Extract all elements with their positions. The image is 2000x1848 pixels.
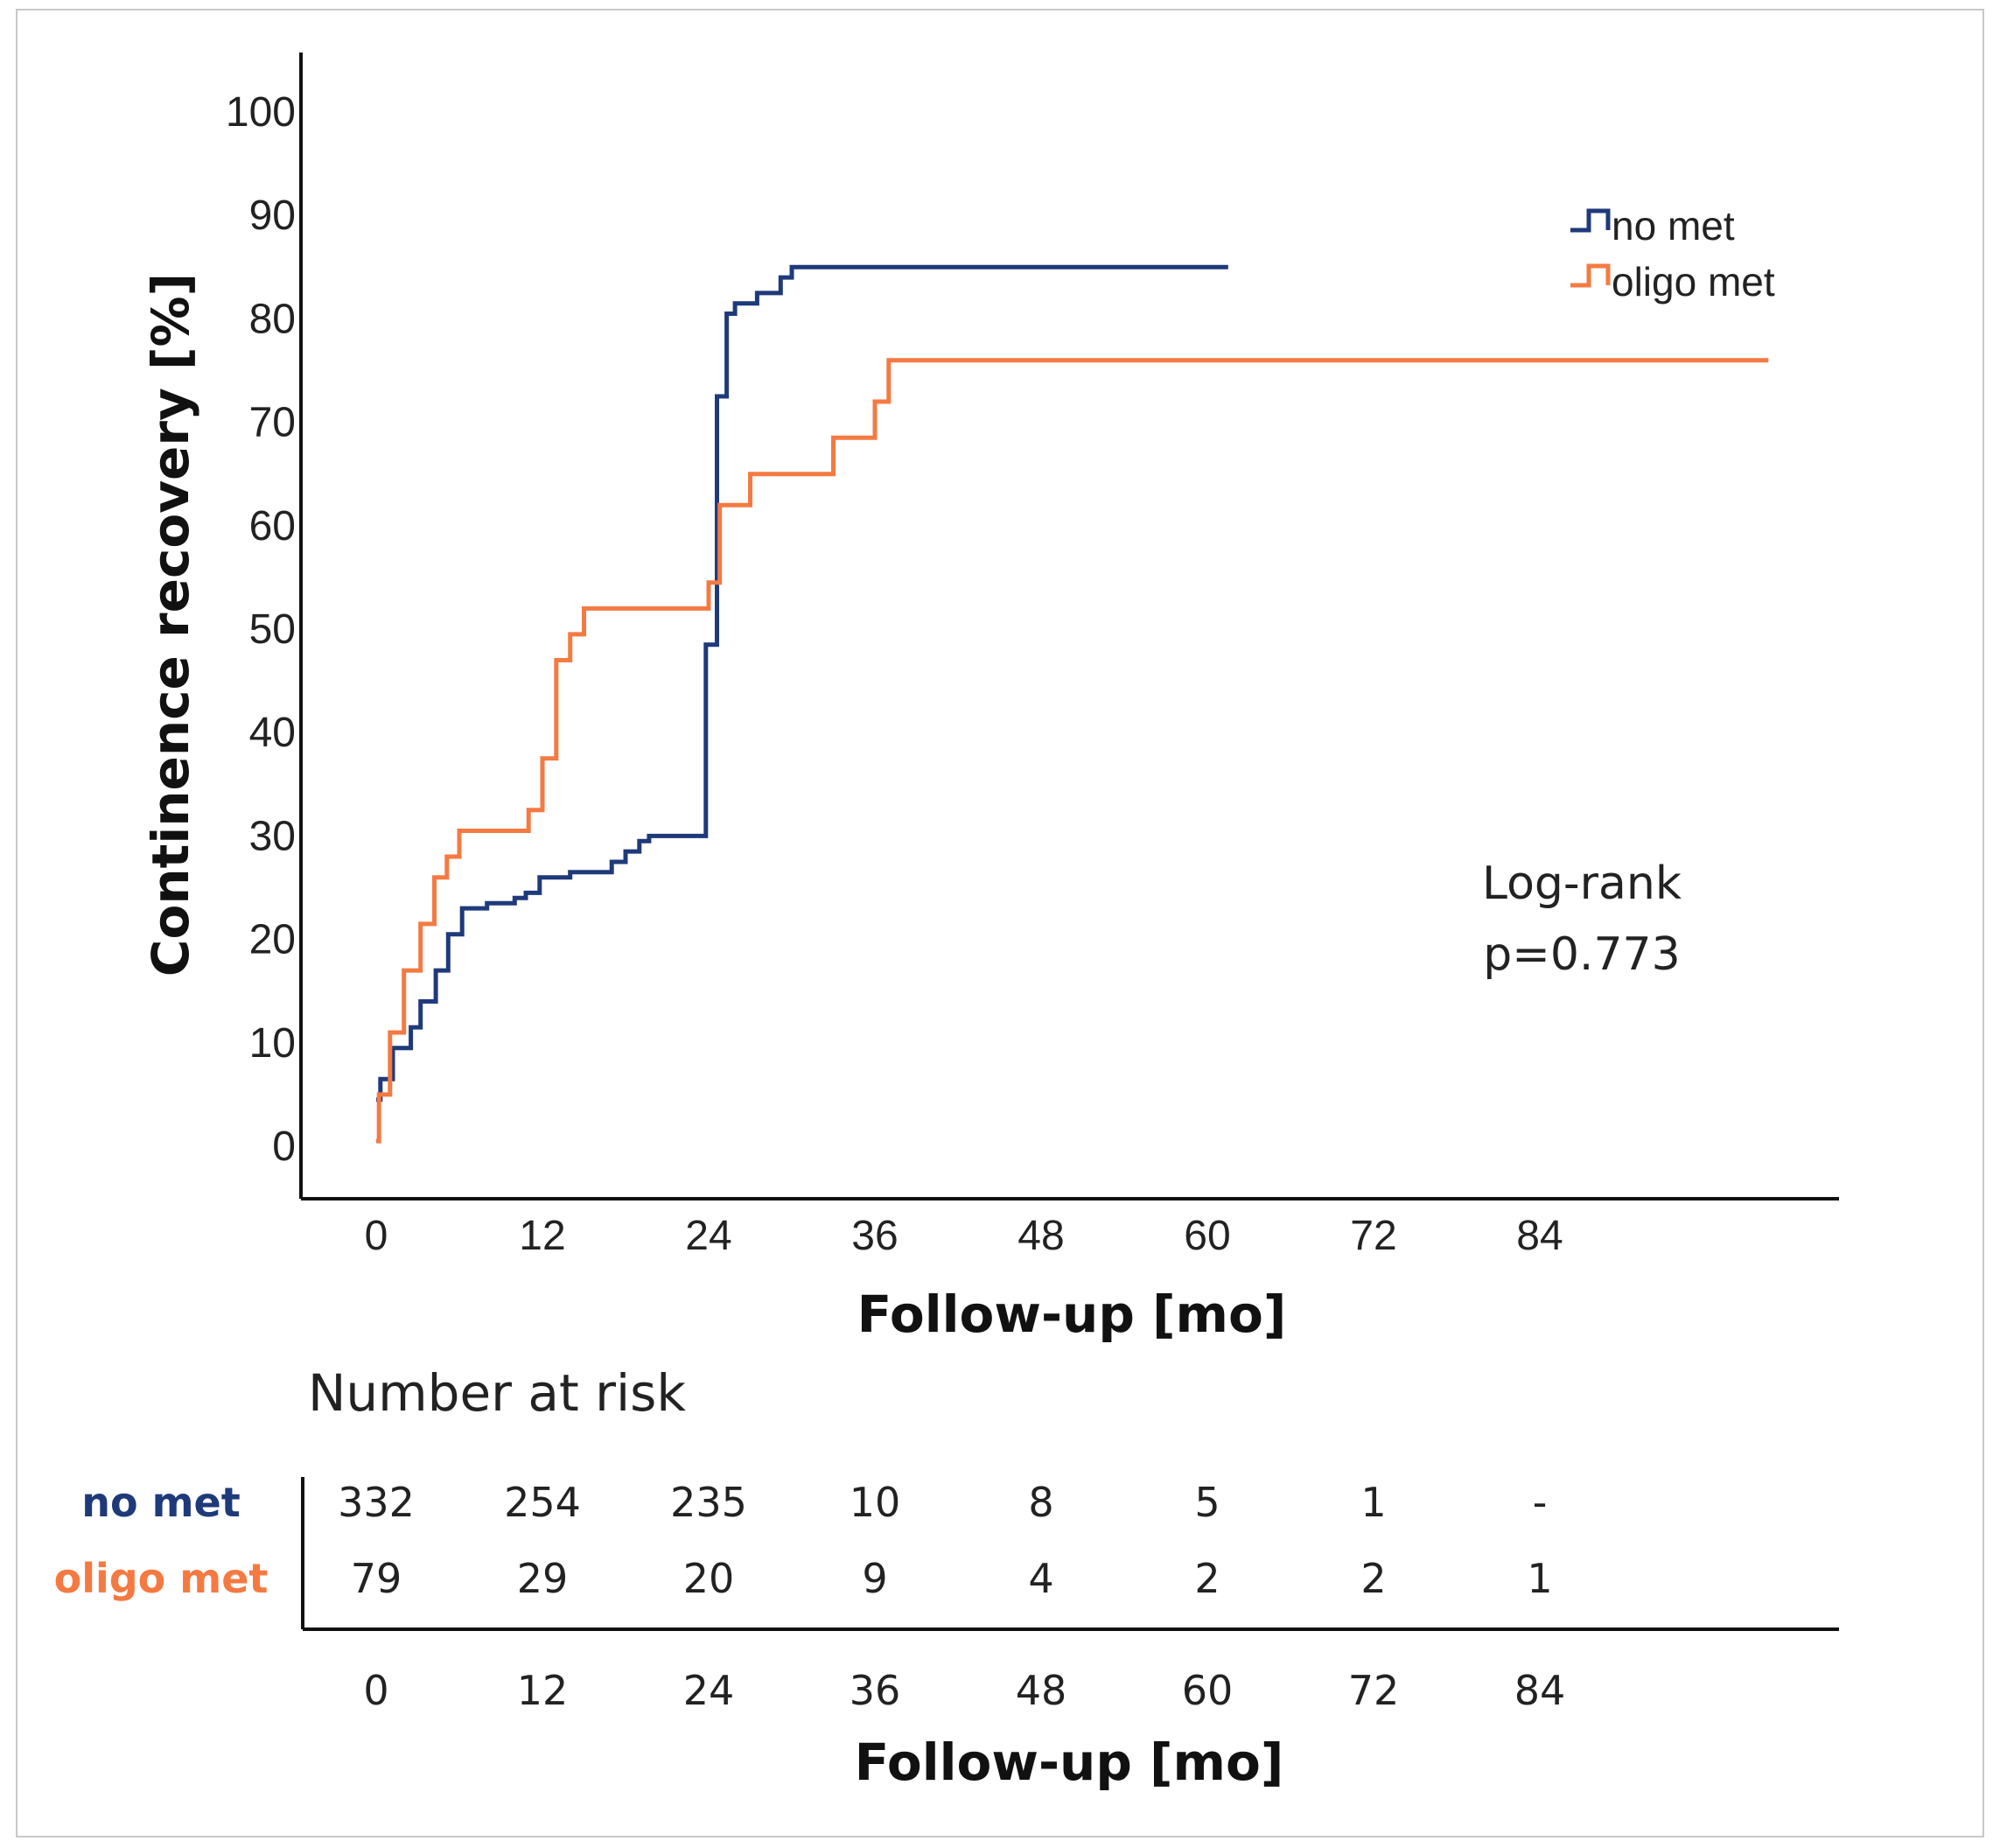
- plot-axes: [299, 52, 1839, 1200]
- risk-cell-oligo-met-72: 2: [1360, 1555, 1386, 1602]
- risk-cell-oligo-met-48: 4: [1028, 1555, 1053, 1602]
- y-tick-label-100: 100: [226, 89, 296, 136]
- risk-cell-no-met-24: 235: [670, 1479, 747, 1526]
- y-tick-label-30: 30: [249, 813, 296, 859]
- y-tick-label-10: 10: [249, 1020, 296, 1067]
- risk-cell-oligo-met-24: 20: [683, 1555, 735, 1602]
- risk-cell-no-met-0: 332: [338, 1479, 415, 1526]
- risk-time-label-60: 60: [1182, 1667, 1234, 1714]
- risk-time-label-36: 36: [850, 1667, 901, 1714]
- x-tick-label-36: 36: [851, 1213, 898, 1259]
- legend-label-oligo-met: oligo met: [1612, 259, 1775, 304]
- risk-cell-oligo-met-36: 9: [862, 1555, 887, 1602]
- y-tick-label-90: 90: [249, 192, 296, 239]
- risk-table-x-axis-title: Follow-up [mo]: [855, 1732, 1284, 1792]
- risk-cell-no-met-48: 8: [1028, 1479, 1053, 1526]
- risk-row-label-oligo-met: oligo met: [54, 1555, 269, 1602]
- x-tick-label-12: 12: [519, 1213, 565, 1259]
- legend-swatch-no-met: [1570, 208, 1611, 233]
- y-tick-label-20: 20: [249, 917, 296, 963]
- risk-table-time-labels: 0 12 24 36 48 60 72 84: [363, 1667, 1565, 1714]
- series-line-oligo-met: [376, 358, 1769, 1144]
- x-tick-label-0: 0: [365, 1213, 388, 1259]
- risk-table-title: Number at risk: [308, 1363, 686, 1423]
- figure-frame: [16, 9, 1984, 1838]
- x-tick-label-60: 60: [1184, 1213, 1230, 1259]
- x-tick-label-24: 24: [685, 1213, 731, 1259]
- log-rank-annotation: Log-rank p=0.773: [1482, 858, 1682, 981]
- y-tick-label-40: 40: [249, 710, 296, 756]
- y-axis-title: Continence recovery [%]: [141, 273, 200, 976]
- risk-time-label-48: 48: [1016, 1667, 1067, 1714]
- risk-cell-oligo-met-84: 1: [1527, 1555, 1552, 1602]
- x-tick-label-48: 48: [1017, 1213, 1064, 1259]
- risk-table: no met oligo met: [54, 1477, 1839, 1631]
- risk-cell-no-met-84: -: [1533, 1479, 1548, 1526]
- x-axis-title: Follow-up [mo]: [857, 1284, 1287, 1344]
- legend: no met oligo met: [1570, 203, 1775, 304]
- risk-cell-no-met-60: 5: [1194, 1479, 1220, 1526]
- x-tick-label-72: 72: [1350, 1213, 1396, 1259]
- risk-time-label-0: 0: [363, 1667, 388, 1714]
- y-tick-label-70: 70: [249, 400, 296, 446]
- risk-row-label-no-met: no met: [81, 1479, 240, 1526]
- legend-swatch-oligo-met: [1570, 263, 1611, 288]
- series-line-no-met: [376, 264, 1228, 1102]
- series-layer: [376, 264, 1769, 1144]
- risk-time-label-12: 12: [517, 1667, 569, 1714]
- risk-cell-oligo-met-60: 2: [1194, 1555, 1220, 1602]
- y-tick-labels: 0 10 20 30 40 50 60 70 80 90 100: [226, 89, 296, 1170]
- risk-time-label-72: 72: [1348, 1667, 1400, 1714]
- legend-label-no-met: no met: [1612, 203, 1735, 248]
- p-value: p=0.773: [1483, 928, 1680, 981]
- y-tick-label-60: 60: [249, 503, 296, 550]
- risk-cell-oligo-met-0: 79: [351, 1555, 402, 1602]
- risk-time-label-84: 84: [1514, 1667, 1566, 1714]
- log-rank-label: Log-rank: [1482, 858, 1682, 910]
- y-tick-label-50: 50: [249, 606, 296, 653]
- x-tick-labels: 0 12 24 36 48 60 72 84: [365, 1213, 1563, 1259]
- x-tick-label-84: 84: [1516, 1213, 1563, 1259]
- y-tick-label-0: 0: [272, 1124, 296, 1170]
- risk-cell-no-met-36: 10: [850, 1479, 901, 1526]
- risk-table-cells: 332 254 235 10 8 5 1 - 79 29 20 9 4 2 2 1: [338, 1479, 1553, 1602]
- risk-cell-no-met-12: 254: [504, 1479, 581, 1526]
- risk-time-label-24: 24: [683, 1667, 735, 1714]
- y-tick-label-80: 80: [249, 296, 296, 342]
- risk-cell-oligo-met-12: 29: [517, 1555, 569, 1602]
- risk-cell-no-met-72: 1: [1360, 1479, 1386, 1526]
